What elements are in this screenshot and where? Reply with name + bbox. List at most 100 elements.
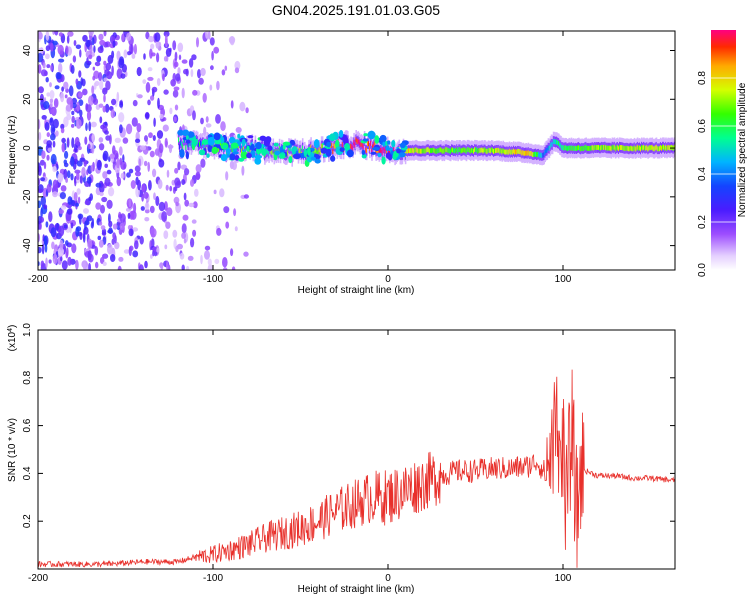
noise-cell — [39, 159, 45, 166]
noise-cell — [97, 235, 102, 241]
noise-cell — [112, 223, 118, 230]
transition-cell — [241, 138, 246, 147]
ridge-core — [581, 145, 583, 151]
transition-cell — [382, 141, 386, 147]
noise-cell — [183, 238, 187, 244]
ridge-core — [537, 151, 539, 157]
ridge-core — [546, 147, 549, 153]
ridge-core — [361, 142, 364, 148]
transition-cell — [363, 133, 368, 137]
ridge-core — [358, 140, 361, 145]
ridge-core — [270, 148, 272, 154]
noise-cell — [144, 209, 150, 214]
ridge-core — [239, 144, 242, 150]
noise-cell — [195, 164, 202, 173]
noise-cell — [91, 37, 95, 46]
transition-cell — [232, 151, 239, 155]
noise-cell — [192, 201, 198, 209]
ridge-core — [475, 147, 477, 153]
noise-cell — [38, 64, 42, 74]
noise-cell — [86, 176, 92, 184]
noise-cell — [97, 46, 104, 54]
noise-cell — [177, 42, 184, 53]
noise-cell — [87, 143, 91, 149]
noise-cell — [63, 162, 69, 168]
ridge-core — [593, 144, 596, 150]
noise-cell — [88, 121, 92, 132]
noise-cell — [71, 115, 75, 124]
colorbar-tick-label: 0.2 — [697, 215, 708, 229]
noise-cell — [192, 89, 198, 96]
noise-cell — [136, 66, 142, 77]
noise-cell — [76, 172, 80, 181]
transition-cell — [385, 145, 390, 152]
ridge-core — [504, 149, 507, 155]
noise-cell — [120, 172, 125, 179]
ridge-core — [608, 145, 611, 151]
ridge-core — [628, 146, 630, 152]
noise-cell — [134, 171, 142, 177]
transition-cell — [202, 139, 209, 145]
noise-cell — [145, 112, 150, 119]
ridge-core — [488, 148, 491, 153]
ridge-core — [636, 144, 639, 150]
noise-cell — [152, 135, 156, 141]
ridge-core — [448, 148, 451, 154]
noise-cell — [154, 32, 161, 42]
transition-cell — [213, 132, 221, 141]
noise-cell — [120, 73, 126, 79]
noise-cell — [200, 117, 204, 125]
transition-cell — [399, 142, 406, 149]
noise-cell — [76, 188, 81, 195]
noise-cell — [148, 35, 154, 43]
noise-cell — [153, 192, 156, 200]
noise-cell — [79, 232, 83, 241]
ridge-core — [501, 149, 503, 155]
snr-y-ticks: 0.2 0.4 0.6 0.8 1.0 — [22, 323, 675, 528]
noise-cell — [165, 47, 172, 57]
noise-cell — [157, 179, 163, 190]
ridge-core — [585, 144, 587, 150]
ridge-core — [512, 148, 515, 154]
noise-cell — [98, 103, 104, 108]
noise-cell — [97, 55, 101, 61]
ridge-core — [652, 146, 655, 152]
ridge-core — [449, 149, 452, 154]
transition-cell — [214, 138, 222, 145]
ridge-core — [409, 148, 411, 154]
noise-cell — [207, 31, 211, 40]
noise-cell — [75, 118, 82, 129]
noise-cell — [147, 76, 154, 81]
noise-cell — [141, 192, 145, 202]
noise-cell — [90, 164, 94, 173]
ridge-core — [656, 146, 659, 152]
ridge-core — [467, 147, 470, 153]
noise-cell — [103, 31, 107, 37]
noise-cell — [194, 188, 199, 197]
ridge-core — [426, 147, 429, 153]
noise-cell — [123, 49, 128, 59]
transition-cell — [338, 130, 344, 138]
ridge-core — [589, 145, 592, 151]
noise-cell — [118, 58, 125, 69]
noise-cell — [103, 77, 108, 82]
ridge-core — [201, 141, 203, 147]
ridge-core — [477, 148, 479, 154]
noise-cell — [181, 179, 186, 185]
ridge-core — [580, 146, 582, 152]
ridge-core — [554, 139, 557, 145]
ridge-core — [341, 142, 344, 147]
noise-cell — [126, 123, 133, 135]
noise-cell — [65, 251, 69, 259]
ridge-core — [199, 141, 201, 147]
spectrogram-frame — [37, 30, 676, 271]
ridge-core — [438, 148, 440, 154]
noise-cell — [142, 79, 147, 84]
noise-cell — [210, 65, 214, 71]
snr-multiplier-base: (x10 — [7, 331, 18, 351]
ridge-core — [500, 148, 502, 154]
noise-cell — [75, 259, 79, 270]
colorbar-tick-label: 0.0 — [697, 263, 708, 277]
ridge-core — [462, 147, 465, 153]
noise-cell — [174, 182, 181, 189]
